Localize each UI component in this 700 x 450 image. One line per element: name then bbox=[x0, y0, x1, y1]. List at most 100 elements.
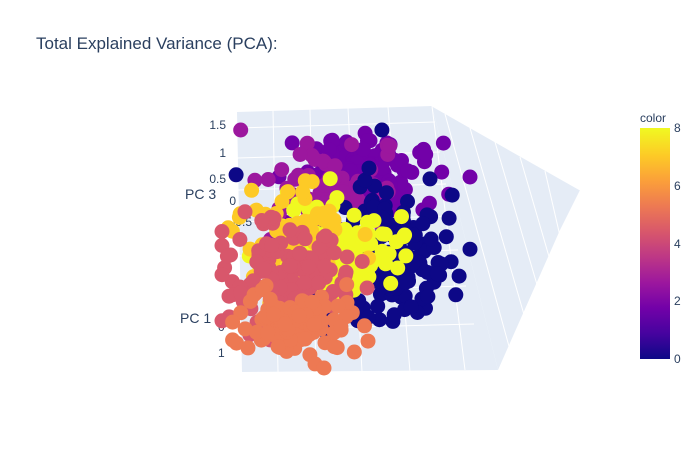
scatter-point bbox=[292, 147, 308, 162]
scatter-point bbox=[438, 229, 454, 245]
scatter-point bbox=[422, 171, 438, 187]
scatter-point bbox=[383, 275, 399, 291]
scatter-point bbox=[237, 204, 253, 220]
scatter-point bbox=[282, 258, 298, 274]
z-tick-label: 0 bbox=[229, 194, 236, 208]
scatter-point bbox=[274, 162, 290, 178]
scatter-point bbox=[339, 249, 355, 265]
scatter-point bbox=[339, 277, 355, 293]
scatter-point bbox=[354, 254, 370, 269]
scatter-point bbox=[316, 360, 332, 376]
scatter-point bbox=[372, 312, 387, 328]
colorbar-tick-label: 6 bbox=[674, 179, 681, 193]
scatter-point bbox=[304, 174, 320, 190]
scatter-point bbox=[304, 294, 320, 310]
x-tick-label: 1 bbox=[218, 346, 225, 360]
scatter-point bbox=[346, 207, 362, 223]
scatter-point bbox=[225, 332, 241, 348]
scatter-point bbox=[326, 245, 342, 261]
scatter-point bbox=[326, 212, 342, 228]
scatter-point bbox=[344, 137, 360, 153]
scatter-point bbox=[355, 141, 371, 157]
scatter-point bbox=[398, 248, 414, 264]
scatter-point bbox=[420, 289, 436, 304]
scatter-point bbox=[400, 163, 416, 179]
scatter-points bbox=[214, 122, 478, 376]
scatter-point bbox=[292, 245, 307, 261]
colorbar-gradient bbox=[640, 128, 670, 359]
scatter-point bbox=[270, 339, 286, 355]
scatter-point bbox=[379, 185, 394, 201]
scatter-point bbox=[329, 190, 345, 206]
scatter-point bbox=[357, 227, 373, 242]
scatter-point bbox=[299, 135, 315, 151]
scatter-point bbox=[274, 194, 290, 209]
scatter-point bbox=[256, 261, 272, 277]
colorbar-title: color bbox=[640, 111, 666, 125]
scatter-point bbox=[301, 259, 317, 275]
scatter-point bbox=[357, 172, 373, 188]
scatter-point bbox=[318, 228, 333, 244]
scatter-point bbox=[214, 267, 230, 283]
scatter-point bbox=[262, 291, 278, 307]
z-tick-label: 1.5 bbox=[209, 118, 226, 132]
scatter-point bbox=[441, 210, 457, 226]
scatter-point bbox=[295, 184, 311, 200]
scatter-point bbox=[291, 308, 307, 324]
scatter-point bbox=[327, 158, 343, 174]
scatter-point bbox=[350, 191, 366, 207]
scatter-point bbox=[378, 256, 394, 272]
scatter-point bbox=[254, 213, 270, 228]
colorbar-tick-label: 0 bbox=[674, 352, 681, 366]
scatter-point bbox=[311, 275, 327, 291]
scatter-point bbox=[297, 331, 313, 347]
scatter-point bbox=[421, 195, 437, 211]
scatter-point bbox=[232, 232, 248, 247]
scatter-point bbox=[233, 285, 249, 301]
scatter-point bbox=[415, 216, 431, 232]
scatter-point bbox=[462, 241, 478, 257]
scatter-point bbox=[219, 248, 235, 264]
scatter-point bbox=[326, 339, 342, 355]
scatter-point bbox=[297, 231, 313, 247]
scatter-point bbox=[260, 172, 276, 187]
scatter-point bbox=[322, 171, 338, 187]
chart-title: Total Explained Variance (PCA): bbox=[36, 34, 278, 53]
scatter-point bbox=[407, 227, 423, 243]
scatter-point bbox=[260, 325, 276, 341]
scatter-point bbox=[429, 266, 445, 282]
scatter-point bbox=[403, 299, 419, 315]
scatter-point bbox=[233, 122, 249, 138]
scatter-point bbox=[264, 237, 280, 253]
scatter-point bbox=[390, 260, 406, 276]
scatter-point bbox=[359, 280, 375, 296]
scatter-point bbox=[370, 298, 386, 314]
scatter-point bbox=[382, 138, 398, 154]
x-axis-title: PC 1 bbox=[180, 310, 211, 326]
scatter-point bbox=[397, 227, 413, 243]
scatter-point bbox=[333, 319, 349, 335]
scatter-point bbox=[357, 318, 372, 334]
z-tick-label: 0.5 bbox=[209, 172, 226, 186]
scatter-point bbox=[462, 169, 478, 185]
scatter-point bbox=[451, 268, 467, 284]
colorbar-tick-label: 2 bbox=[674, 294, 681, 308]
scatter-point bbox=[374, 122, 390, 138]
scatter-point bbox=[315, 153, 331, 169]
scatter-point bbox=[435, 135, 451, 151]
scatter-point bbox=[423, 231, 439, 247]
scatter-point bbox=[244, 182, 260, 198]
scatter-point bbox=[359, 214, 375, 230]
scatter-point bbox=[448, 287, 464, 303]
scatter-point bbox=[315, 212, 331, 227]
scatter-point bbox=[214, 224, 230, 239]
z-axis-title: PC 3 bbox=[185, 186, 216, 202]
scatter-point bbox=[434, 164, 450, 180]
scatter-point bbox=[418, 146, 434, 162]
scatter-point bbox=[277, 316, 293, 332]
scatter-point bbox=[398, 274, 414, 290]
scatter-point bbox=[394, 209, 409, 225]
scatter-point bbox=[249, 324, 264, 340]
